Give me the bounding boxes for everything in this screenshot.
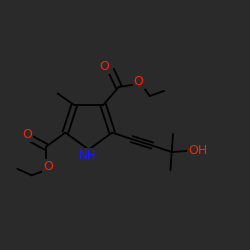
- Text: O: O: [134, 75, 143, 88]
- Text: O: O: [43, 160, 53, 173]
- Text: NH: NH: [79, 149, 96, 162]
- Text: O: O: [22, 128, 32, 141]
- Text: O: O: [100, 60, 110, 73]
- Text: OH: OH: [188, 144, 207, 157]
